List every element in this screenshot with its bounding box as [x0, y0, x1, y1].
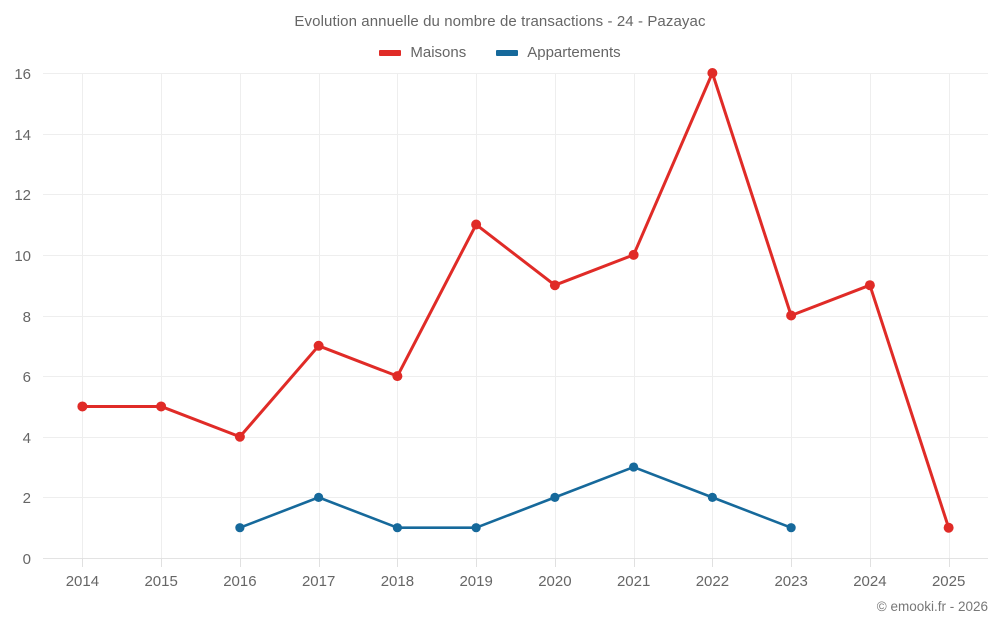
legend-label-maisons: Maisons — [410, 44, 467, 61]
legend-item-appartements[interactable]: Appartements — [496, 44, 621, 61]
x-axis-tick-label: 2016 — [223, 573, 256, 590]
x-axis-ticks: 2014 2015 2016 2017 2018 2019 2020 2021 2022 2023… — [66, 558, 965, 590]
data-point[interactable] — [786, 310, 797, 321]
data-point[interactable] — [550, 492, 560, 502]
grid-lines — [43, 73, 988, 559]
data-point[interactable] — [235, 523, 245, 533]
data-point[interactable] — [392, 523, 402, 533]
legend-swatch-maisons — [379, 49, 402, 56]
data-point[interactable] — [549, 280, 560, 291]
x-axis-tick-label: 2022 — [696, 573, 729, 590]
data-point[interactable] — [864, 280, 875, 291]
x-grid-lines — [82, 73, 950, 558]
x-axis-tick-label: 2017 — [302, 573, 335, 590]
data-point[interactable] — [77, 401, 88, 412]
data-series — [77, 68, 954, 533]
x-axis-tick-label: 2015 — [144, 573, 177, 590]
data-point[interactable] — [471, 219, 482, 230]
series-line — [238, 465, 793, 529]
chart-legend: Maisons Appartements — [0, 44, 1000, 61]
y-axis-tick-label: 8 — [23, 309, 31, 326]
data-point[interactable] — [707, 68, 718, 78]
x-axis-tick-label: 2025 — [932, 573, 965, 590]
data-point[interactable] — [313, 340, 324, 351]
x-axis-tick-label: 2021 — [617, 573, 650, 590]
credit-text: © emooki.fr - 2026 — [876, 599, 988, 614]
data-point[interactable] — [786, 523, 796, 533]
y-axis-tick-label: 10 — [14, 248, 31, 265]
x-axis-tick-label: 2019 — [459, 573, 492, 590]
chart-title: Evolution annuelle du nombre de transact… — [294, 13, 706, 30]
data-point[interactable] — [707, 492, 717, 502]
data-point[interactable] — [471, 523, 481, 533]
data-point[interactable] — [628, 249, 639, 260]
data-point[interactable] — [314, 492, 324, 502]
series-line — [80, 71, 951, 530]
data-point[interactable] — [234, 431, 245, 442]
legend-swatch-appartements — [496, 49, 519, 56]
x-axis-tick-label: 2018 — [381, 573, 414, 590]
y-axis-ticks: 0 2 4 6 8 10 12 14 16 — [14, 66, 31, 568]
y-axis-tick-label: 6 — [23, 369, 31, 386]
series-appartements — [235, 462, 796, 533]
x-axis-tick-label: 2023 — [774, 573, 807, 590]
y-axis-tick-label: 16 — [14, 66, 31, 83]
legend-item-maisons[interactable]: Maisons — [379, 44, 466, 61]
x-axis-tick-label: 2014 — [66, 573, 99, 590]
x-axis-tick-label: 2024 — [853, 573, 886, 590]
series-maisons — [77, 68, 954, 533]
legend-label-appartements: Appartements — [527, 44, 621, 61]
y-axis-tick-label: 12 — [14, 187, 31, 204]
y-axis-tick-label: 2 — [23, 490, 31, 507]
y-axis-tick-label: 0 — [23, 551, 31, 568]
y-axis-tick-label: 4 — [23, 430, 31, 447]
data-point[interactable] — [943, 522, 954, 533]
data-point[interactable] — [392, 371, 403, 382]
y-axis-tick-label: 14 — [14, 127, 31, 144]
x-axis-tick-label: 2020 — [538, 573, 571, 590]
data-point[interactable] — [629, 462, 639, 472]
data-point[interactable] — [156, 401, 167, 412]
